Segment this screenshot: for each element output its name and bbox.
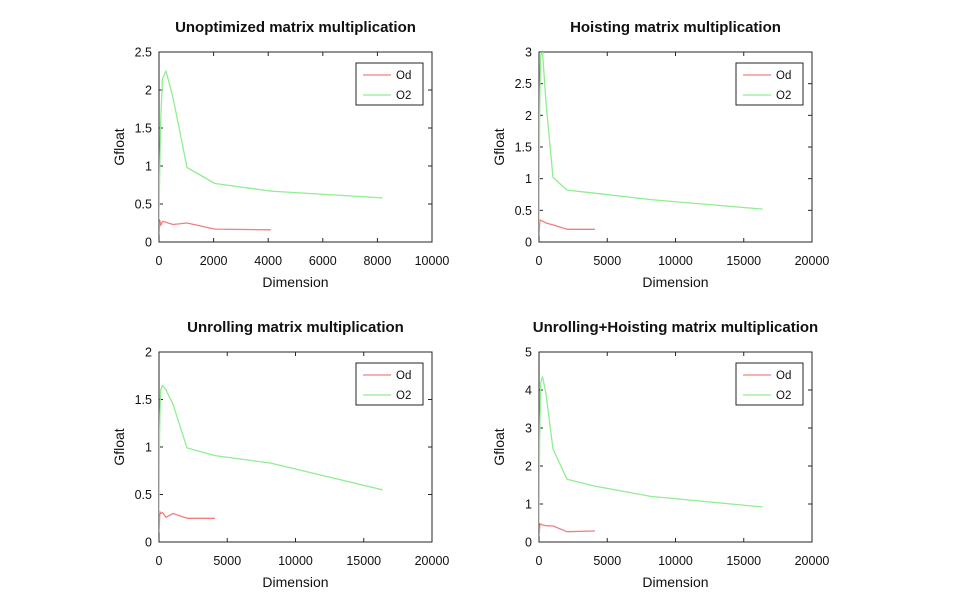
- series-line-od: [539, 219, 595, 236]
- series-line-od: [159, 220, 271, 235]
- y-tick-label: 3: [525, 422, 532, 436]
- y-tick-label: 0: [525, 536, 532, 550]
- legend-box: [355, 362, 424, 406]
- legend-box: [355, 62, 424, 106]
- x-tick-label: 5000: [593, 554, 621, 568]
- y-tick-label: 2: [145, 84, 152, 98]
- chart-title: Hoisting matrix multiplication: [570, 19, 781, 36]
- legend-label-o2: O2: [776, 90, 791, 102]
- series-line-o2: [539, 376, 763, 524]
- x-tick-label: 4000: [254, 254, 282, 268]
- legend-label-od: Od: [776, 70, 791, 82]
- chart-title: Unoptimized matrix multiplication: [175, 19, 416, 36]
- chart-panel-2: Hoisting matrix multiplication 0 5000 10000…: [491, 19, 829, 290]
- x-tick-label: 10000: [278, 554, 313, 568]
- series-line-o2: [539, 52, 763, 224]
- x-tick-label: 20000: [795, 554, 830, 568]
- x-tick-label: 10000: [658, 254, 693, 268]
- y-tick-label: 1.5: [135, 122, 152, 136]
- y-tick-label: 1: [145, 160, 152, 174]
- legend-box: [735, 62, 804, 106]
- x-tick-label: 5000: [593, 254, 621, 268]
- x-tick-label: 15000: [726, 254, 761, 268]
- y-tick-label: 2: [525, 109, 532, 123]
- legend-label-od: Od: [776, 370, 791, 382]
- y-axis-label: Gfloat: [491, 428, 507, 465]
- legend-label-od: Od: [396, 70, 411, 82]
- y-axis-label: Gfloat: [111, 128, 127, 165]
- chart-panel-1: Unoptimized matrix multiplication 0 2000 40…: [111, 19, 449, 290]
- y-axis-label: Gfloat: [111, 428, 127, 465]
- y-axis-label: Gfloat: [491, 128, 507, 165]
- y-tick-label: 1.5: [135, 393, 152, 407]
- y-tick-label: 1: [525, 172, 532, 186]
- y-tick-label: 0: [145, 536, 152, 550]
- legend: Od O2: [735, 362, 804, 406]
- legend-label-od: Od: [396, 370, 411, 382]
- x-axis-label: Dimension: [642, 274, 708, 290]
- series-line-o2: [159, 384, 383, 514]
- x-axis-label: Dimension: [262, 574, 328, 590]
- x-tick-label: 20000: [415, 554, 450, 568]
- series-line-o2: [159, 70, 383, 220]
- x-tick-label: 15000: [726, 554, 761, 568]
- y-tick-label: 0: [145, 236, 152, 250]
- x-tick-label: 15000: [346, 554, 381, 568]
- x-tick-label: 6000: [309, 254, 337, 268]
- x-tick-label: 2000: [200, 254, 228, 268]
- y-tick-label: 2.5: [135, 46, 152, 60]
- legend: Od O2: [735, 62, 804, 106]
- legend: Od O2: [355, 362, 424, 406]
- y-tick-label: 5: [525, 346, 532, 360]
- chart-panel-3: Unrolling matrix multiplication 0 5000 1000…: [111, 319, 449, 590]
- x-axis-label: Dimension: [642, 574, 708, 590]
- x-tick-label: 0: [156, 254, 163, 268]
- y-tick-label: 3: [525, 46, 532, 60]
- legend-label-o2: O2: [396, 390, 411, 402]
- legend-label-o2: O2: [776, 390, 791, 402]
- x-tick-label: 10000: [658, 554, 693, 568]
- chart-title: Unrolling+Hoisting matrix multiplication: [533, 319, 818, 336]
- x-tick-label: 0: [536, 254, 543, 268]
- y-tick-label: 0.5: [135, 488, 152, 502]
- y-tick-label: 1: [145, 441, 152, 455]
- y-tick-label: 1.5: [515, 141, 532, 155]
- chart-title: Unrolling matrix multiplication: [187, 319, 404, 336]
- y-tick-label: 0.5: [515, 204, 532, 218]
- x-tick-label: 10000: [415, 254, 450, 268]
- series-line-od: [539, 523, 595, 537]
- y-tick-label: 2.5: [515, 77, 532, 91]
- chart-panel-4: Unrolling+Hoisting matrix multiplication…: [491, 319, 829, 590]
- legend: Od O2: [355, 62, 424, 106]
- legend-label-o2: O2: [396, 90, 411, 102]
- x-tick-label: 0: [156, 554, 163, 568]
- y-tick-label: 0.5: [135, 198, 152, 212]
- x-tick-label: 0: [536, 554, 543, 568]
- x-tick-label: 5000: [213, 554, 241, 568]
- legend-box: [735, 362, 804, 406]
- plot-frame: [158, 51, 433, 243]
- y-tick-label: 2: [145, 346, 152, 360]
- y-tick-label: 2: [525, 460, 532, 474]
- x-axis-label: Dimension: [262, 274, 328, 290]
- x-tick-label: 8000: [363, 254, 391, 268]
- x-tick-label: 20000: [795, 254, 830, 268]
- y-tick-label: 1: [525, 498, 532, 512]
- y-tick-label: 4: [525, 384, 532, 398]
- series-line-od: [159, 510, 215, 533]
- y-tick-label: 0: [525, 236, 532, 250]
